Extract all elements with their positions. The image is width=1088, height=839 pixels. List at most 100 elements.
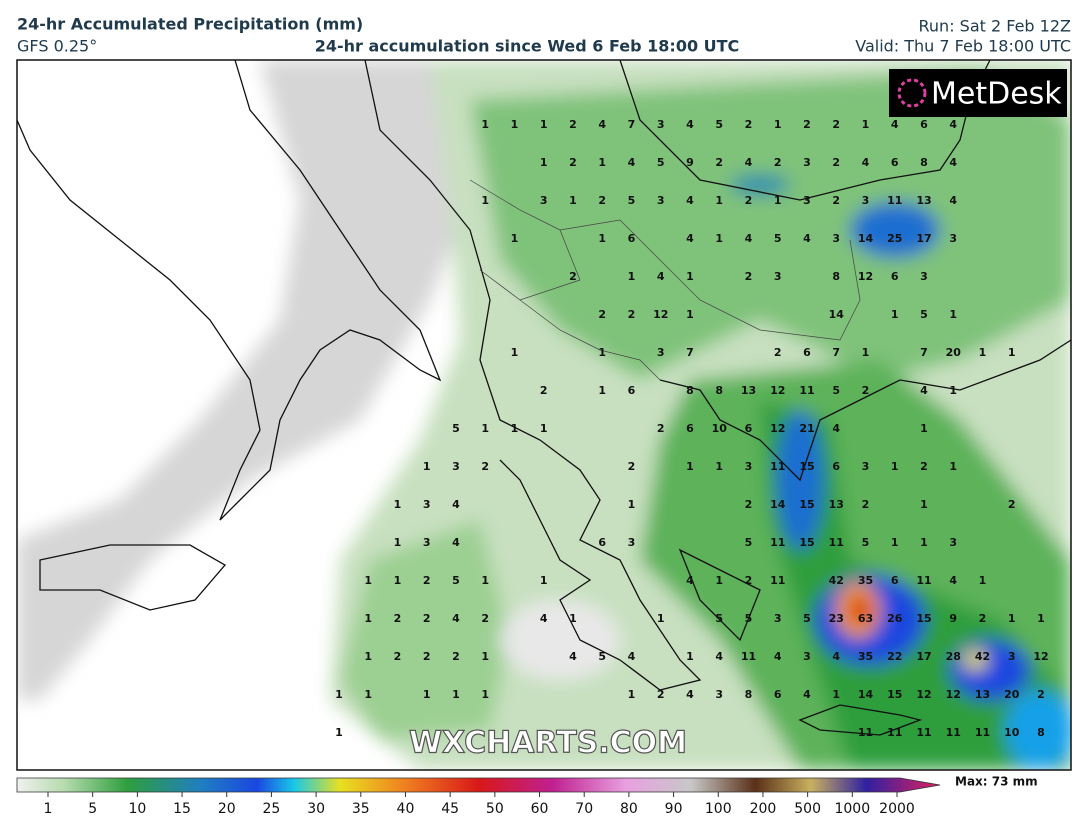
grid-value: 3 <box>540 194 548 207</box>
grid-value: 12 <box>916 688 931 701</box>
grid-value: 1 <box>364 612 372 625</box>
grid-value: 1 <box>891 460 899 473</box>
grid-value: 2 <box>569 270 577 283</box>
grid-value: 4 <box>745 232 753 245</box>
colorbar-tick-label: 60 <box>531 801 549 817</box>
grid-value: 3 <box>423 498 431 511</box>
grid-value: 5 <box>745 612 753 625</box>
grid-value: 1 <box>715 194 723 207</box>
grid-value: 3 <box>803 194 811 207</box>
grid-value: 9 <box>686 156 694 169</box>
grid-value: 13 <box>741 384 756 397</box>
grid-value: 6 <box>628 384 636 397</box>
grid-value: 42 <box>975 650 990 663</box>
grid-value: 5 <box>862 536 870 549</box>
colorbar-tick-label: 200 <box>750 801 777 817</box>
grid-value: 2 <box>657 422 665 435</box>
grid-value: 2 <box>423 574 431 587</box>
grid-value: 4 <box>920 384 928 397</box>
grid-value: 3 <box>745 460 753 473</box>
grid-value: 5 <box>452 422 460 435</box>
grid-value: 2 <box>452 650 460 663</box>
colorbar-tick-label: 35 <box>352 801 370 817</box>
subtitle: 24-hr accumulation since Wed 6 Feb 18:00… <box>315 37 740 56</box>
grid-value: 1 <box>511 422 519 435</box>
grid-value: 15 <box>799 536 814 549</box>
borders <box>469 179 861 381</box>
run-label: Run: Sat 2 Feb 12Z <box>919 17 1072 36</box>
grid-value: 15 <box>916 612 931 625</box>
grid-value: 4 <box>803 232 811 245</box>
colorbar-tick-label: 20 <box>218 801 236 817</box>
grid-value: 1 <box>452 688 460 701</box>
grid-value: 3 <box>657 194 665 207</box>
grid-value: 14 <box>829 308 845 321</box>
grid-value: 4 <box>832 650 840 663</box>
grid-value: 20 <box>1004 688 1020 701</box>
grid-value: 1 <box>569 612 577 625</box>
grid-value: 2 <box>715 156 723 169</box>
grid-value: 2 <box>745 118 753 131</box>
grid-value: 2 <box>774 156 782 169</box>
grid-value: 2 <box>423 650 431 663</box>
colorbar-tick-label: 70 <box>575 801 593 817</box>
grid-value: 28 <box>946 650 961 663</box>
grid-value: 11 <box>829 536 844 549</box>
grid-value: 11 <box>916 726 931 739</box>
grid-value: 2 <box>628 460 636 473</box>
grid-value: 7 <box>832 346 840 359</box>
grid-value: 1 <box>540 156 548 169</box>
grid-value: 1 <box>862 118 870 131</box>
model-label: GFS 0.25° <box>17 37 97 56</box>
logo-box <box>889 69 1067 117</box>
grid-value: 6 <box>920 118 928 131</box>
grid-value: 6 <box>774 688 782 701</box>
grid-value: 1 <box>1008 612 1016 625</box>
grid-value: 1 <box>364 650 372 663</box>
grid-value: 4 <box>686 118 694 131</box>
grid-value: 3 <box>452 460 460 473</box>
grid-value: 2 <box>803 118 811 131</box>
grid-value: 2 <box>745 574 753 587</box>
grid-value: 11 <box>770 536 785 549</box>
grid-value: 2 <box>862 498 870 511</box>
colorbar-ticks: 1 5 10 15 20 25 30 35 40 45 50 60 70 80 90 100 200 500 100… <box>44 792 915 817</box>
colorbar-tick-label: 1000 <box>834 801 870 817</box>
max-label: Max: 73 mm <box>955 775 1038 789</box>
grid-value: 3 <box>832 232 840 245</box>
grid-value: 3 <box>423 536 431 549</box>
grid-value: 6 <box>803 346 811 359</box>
colorbar-tick-label: 1 <box>44 801 53 817</box>
grid-value: 2 <box>394 650 402 663</box>
grid-value: 1 <box>423 688 431 701</box>
grid-value: 1 <box>481 650 489 663</box>
grid-value: 4 <box>628 650 636 663</box>
grid-value: 1 <box>862 346 870 359</box>
grid-value: 4 <box>949 574 957 587</box>
grid-value: 1 <box>979 346 987 359</box>
colorbar-tick-label: 90 <box>665 801 683 817</box>
grid-value: 1 <box>394 498 402 511</box>
grid-value: 6 <box>891 270 899 283</box>
grid-value: 6 <box>832 460 840 473</box>
grid-value: 8 <box>745 688 753 701</box>
grid-value: 2 <box>774 346 782 359</box>
grid-value: 8 <box>920 156 928 169</box>
grid-value: 12 <box>858 270 873 283</box>
grid-value: 1 <box>540 574 548 587</box>
grid-value: 4 <box>598 118 606 131</box>
grid-value: 15 <box>799 460 814 473</box>
grid-value: 14 <box>858 232 874 245</box>
grid-value: 11 <box>770 460 785 473</box>
colorbar-tick-label: 2000 <box>879 801 915 817</box>
grid-value: 1 <box>511 346 519 359</box>
grid-value: 1 <box>364 574 372 587</box>
grid-value: 21 <box>799 422 814 435</box>
grid-value: 1 <box>891 536 899 549</box>
grid-value: 12 <box>1033 650 1048 663</box>
grid-value: 2 <box>628 308 636 321</box>
grid-value: 4 <box>452 498 460 511</box>
grid-value: 3 <box>657 346 665 359</box>
grid-value: 2 <box>598 308 606 321</box>
